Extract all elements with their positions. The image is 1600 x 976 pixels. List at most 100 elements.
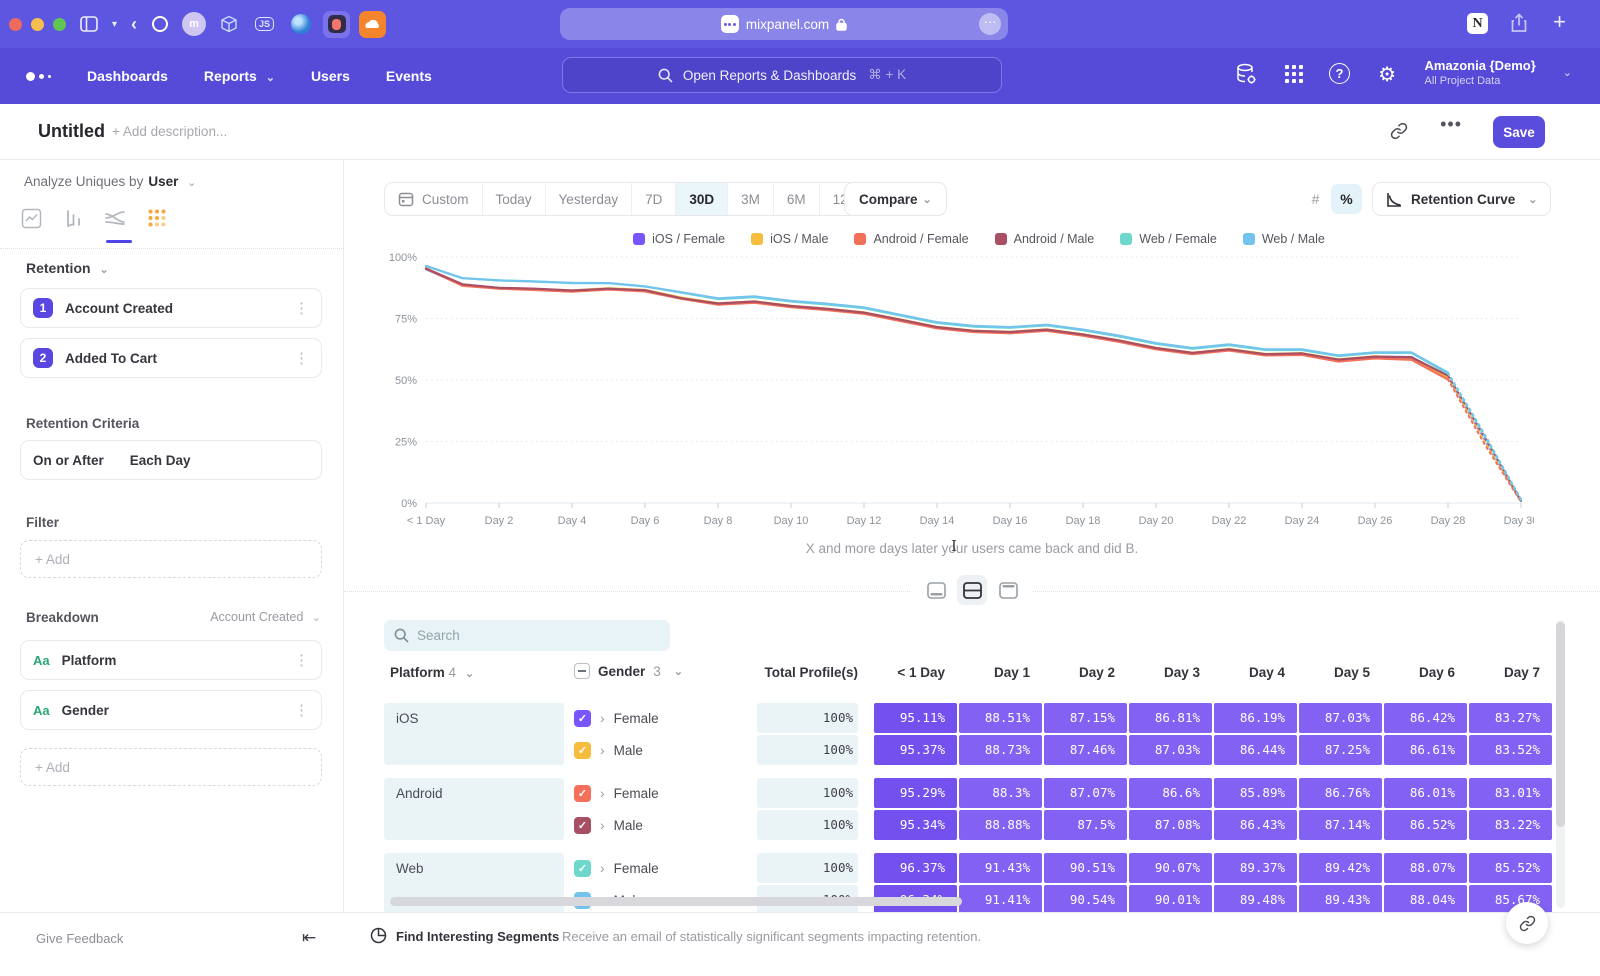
share-link-button[interactable] bbox=[1506, 902, 1548, 944]
range-button-today[interactable]: Today bbox=[483, 183, 546, 215]
retention-value-cell[interactable]: 88.73% bbox=[959, 735, 1042, 765]
retention-value-cell[interactable]: 87.15% bbox=[1044, 703, 1127, 733]
column-header-day[interactable]: Day 7 bbox=[1469, 665, 1552, 680]
account-switcher[interactable]: Amazonia {Demo} All Project Data ⌄ bbox=[1425, 58, 1572, 87]
legend-item[interactable]: Android / Female bbox=[854, 232, 968, 246]
back-button[interactable]: ‹ bbox=[131, 14, 137, 35]
retention-value-cell[interactable]: 86.81% bbox=[1129, 703, 1212, 733]
collapse-sidebar-icon[interactable]: ⇤ bbox=[302, 928, 316, 948]
series-checkbox[interactable]: ✓ bbox=[574, 785, 591, 802]
settings-gear-icon[interactable]: ⚙ bbox=[1378, 62, 1396, 87]
legend-item[interactable]: Android / Male bbox=[995, 232, 1095, 246]
column-header-day[interactable]: < 1 Day bbox=[874, 665, 957, 680]
retention-value-cell[interactable]: 88.3% bbox=[959, 778, 1042, 808]
retention-value-cell[interactable]: 86.19% bbox=[1214, 703, 1297, 733]
retention-value-cell[interactable]: 90.01% bbox=[1129, 885, 1212, 912]
retention-value-cell[interactable]: 95.11% bbox=[874, 703, 957, 733]
breakdown-item-platform[interactable]: Aa Platform ⋮ bbox=[20, 640, 322, 680]
apps-grid-icon[interactable] bbox=[1284, 64, 1304, 84]
retention-value-cell[interactable]: 86.76% bbox=[1299, 778, 1382, 808]
layout-table-only-button[interactable] bbox=[993, 575, 1023, 605]
nav-link-reports[interactable]: Reports ⌄ bbox=[204, 68, 275, 84]
range-button-3m[interactable]: 3M bbox=[728, 183, 774, 215]
address-bar[interactable]: mixpanel.com ··· bbox=[560, 8, 1008, 40]
extension-icon-js[interactable]: JS bbox=[251, 11, 278, 38]
retention-value-cell[interactable]: 95.37% bbox=[874, 735, 957, 765]
legend-item[interactable]: iOS / Female bbox=[633, 232, 725, 246]
range-button-30d[interactable]: 30D bbox=[676, 183, 728, 215]
retention-value-cell[interactable]: 87.07% bbox=[1044, 778, 1127, 808]
extension-icon-cube[interactable] bbox=[215, 11, 242, 38]
compare-button[interactable]: Compare⌄ bbox=[844, 182, 947, 216]
retention-value-cell[interactable]: 83.52% bbox=[1469, 735, 1552, 765]
tab-insights[interactable] bbox=[17, 204, 45, 232]
retention-value-cell[interactable]: 91.43% bbox=[959, 853, 1042, 883]
select-all-checkbox[interactable] bbox=[574, 663, 590, 679]
notion-tab-icon[interactable]: N bbox=[1467, 13, 1488, 34]
retention-value-cell[interactable]: 89.42% bbox=[1299, 853, 1382, 883]
nav-link-users[interactable]: Users bbox=[311, 68, 350, 84]
retention-value-cell[interactable]: 85.89% bbox=[1214, 778, 1297, 808]
copy-link-icon[interactable] bbox=[1390, 122, 1408, 140]
retention-criteria-control[interactable]: On or After Each Day bbox=[20, 440, 322, 480]
table-search-input[interactable] bbox=[417, 628, 647, 643]
retention-value-cell[interactable]: 83.01% bbox=[1469, 778, 1552, 808]
nav-link-dashboards[interactable]: Dashboards bbox=[87, 68, 168, 84]
column-header-gender[interactable]: Gender 3 ⌄ bbox=[574, 663, 683, 679]
retention-step-1[interactable]: 1 Account Created ⋮ bbox=[20, 288, 322, 328]
retention-value-cell[interactable]: 90.51% bbox=[1044, 853, 1127, 883]
layout-chart-only-button[interactable] bbox=[921, 575, 951, 605]
layout-split-button[interactable] bbox=[957, 575, 987, 605]
give-feedback-link[interactable]: Give Feedback bbox=[36, 931, 123, 946]
series-checkbox[interactable]: ✓ bbox=[574, 742, 591, 759]
retention-value-cell[interactable]: 90.07% bbox=[1129, 853, 1212, 883]
retention-value-cell[interactable]: 87.03% bbox=[1129, 735, 1212, 765]
table-search[interactable] bbox=[384, 620, 670, 651]
platform-cell[interactable]: Android bbox=[384, 778, 564, 840]
kebab-menu-icon[interactable]: ⋮ bbox=[294, 651, 309, 669]
retention-value-cell[interactable]: 89.43% bbox=[1299, 885, 1382, 912]
add-filter-button[interactable]: + Add bbox=[20, 540, 322, 578]
series-checkbox[interactable]: ✓ bbox=[574, 710, 591, 727]
global-search-button[interactable]: Open Reports & Dashboards ⌘ + K bbox=[562, 57, 1002, 93]
series-checkbox[interactable]: ✓ bbox=[574, 860, 591, 877]
expand-chevron-icon[interactable]: › bbox=[600, 860, 605, 876]
nav-link-events[interactable]: Events bbox=[386, 68, 432, 84]
extension-icon-globe[interactable] bbox=[287, 11, 314, 38]
unit-number-button[interactable]: # bbox=[1300, 184, 1331, 214]
column-header-day[interactable]: Day 5 bbox=[1299, 665, 1382, 680]
retention-value-cell[interactable]: 87.46% bbox=[1044, 735, 1127, 765]
retention-value-cell[interactable]: 85.52% bbox=[1469, 853, 1552, 883]
column-header-day[interactable]: Day 1 bbox=[959, 665, 1042, 680]
extension-icon-avatar[interactable]: m bbox=[182, 12, 206, 36]
more-options-button[interactable]: ••• bbox=[1440, 114, 1462, 135]
expand-chevron-icon[interactable]: › bbox=[600, 710, 605, 726]
range-button-custom[interactable]: Custom bbox=[385, 183, 483, 215]
retention-value-cell[interactable]: 86.43% bbox=[1214, 810, 1297, 840]
retention-value-cell[interactable]: 86.42% bbox=[1384, 703, 1467, 733]
column-header-day[interactable]: Day 3 bbox=[1129, 665, 1212, 680]
retention-section-label[interactable]: Retention ⌄ bbox=[26, 260, 109, 276]
retention-value-cell[interactable]: 87.03% bbox=[1299, 703, 1382, 733]
column-header-day[interactable]: Day 4 bbox=[1214, 665, 1297, 680]
retention-value-cell[interactable]: 86.01% bbox=[1384, 778, 1467, 808]
retention-value-cell[interactable]: 86.6% bbox=[1129, 778, 1212, 808]
expand-chevron-icon[interactable]: › bbox=[600, 785, 605, 801]
column-header-total[interactable]: Total Profile(s) bbox=[718, 665, 858, 680]
site-options-button[interactable]: ··· bbox=[979, 13, 1001, 35]
tab-retention[interactable] bbox=[143, 204, 171, 232]
tab-funnels[interactable] bbox=[59, 204, 87, 232]
criteria-mode[interactable]: On or After bbox=[33, 453, 104, 468]
breakdown-scope-selector[interactable]: Account Created ⌄ bbox=[210, 610, 321, 624]
window-zoom-button[interactable] bbox=[53, 18, 66, 31]
range-button-7d[interactable]: 7D bbox=[632, 183, 676, 215]
gender-cell[interactable]: ✓ › Male bbox=[574, 742, 752, 759]
criteria-interval[interactable]: Each Day bbox=[130, 453, 191, 468]
mixpanel-logo[interactable] bbox=[26, 72, 51, 81]
legend-item[interactable]: iOS / Male bbox=[751, 232, 828, 246]
retention-value-cell[interactable]: 91.41% bbox=[959, 885, 1042, 912]
retention-value-cell[interactable]: 83.27% bbox=[1469, 703, 1552, 733]
gender-cell[interactable]: ✓ › Female bbox=[574, 710, 752, 727]
legend-item[interactable]: Web / Male bbox=[1243, 232, 1325, 246]
vertical-scrollbar-thumb[interactable] bbox=[1556, 622, 1565, 827]
